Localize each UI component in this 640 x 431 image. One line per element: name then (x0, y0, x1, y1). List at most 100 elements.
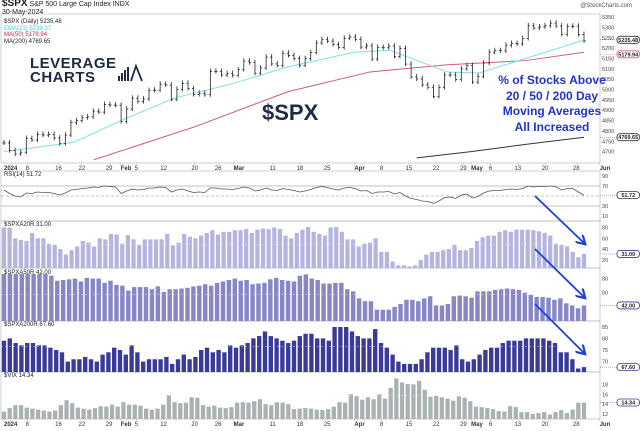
indicator-bar (173, 289, 178, 321)
x-tick-label: 2024 (4, 166, 18, 172)
indicator-bar (576, 257, 581, 268)
y-tick-label: 85 (602, 325, 608, 331)
indicator-bar (291, 340, 297, 372)
indicator-bar (494, 347, 500, 372)
leverage-charts-logo: LEVERAGE CHARTS (30, 56, 117, 85)
indicator-bar (297, 336, 302, 372)
indicator-bar (30, 232, 35, 268)
x-tick-label: 5 (135, 422, 139, 428)
indicator-bar (542, 232, 547, 268)
indicator-bar (25, 274, 30, 321)
indicator-bar (510, 289, 516, 321)
indicator-bar (41, 238, 46, 268)
symbol: $SPX (2, 0, 28, 9)
y-tick-label: 40 (602, 247, 608, 253)
indicator-bar (83, 356, 88, 372)
indicator-bar (479, 407, 484, 419)
indicator-bar (518, 340, 523, 372)
indicator-bar (581, 253, 587, 268)
indicator-bar (197, 285, 202, 321)
indicator-bar (392, 306, 397, 321)
value-badge-text: 4769.65 (618, 135, 638, 141)
y-tick-label: 4850 (602, 119, 614, 125)
indicator-bar (266, 229, 271, 268)
annotation-arrow (534, 195, 584, 243)
y-tick-label: 5000 (602, 88, 614, 94)
indicator-bar (309, 333, 314, 372)
indicator-bar (87, 409, 92, 419)
indicator-bar (108, 233, 114, 268)
y-tick-label: 60 (602, 291, 608, 297)
indicator-bar (343, 402, 348, 419)
indicator-bar (334, 227, 339, 268)
indicator-bar (75, 246, 80, 268)
indicator-bar (297, 408, 302, 419)
x-tick-label: 28 (573, 422, 580, 428)
indicator-bar (474, 240, 480, 268)
indicator-bar (489, 347, 494, 372)
indicator-bar (405, 383, 410, 419)
indicator-bar (493, 289, 498, 321)
indicator-bar (297, 275, 303, 321)
indicator-bar (220, 281, 226, 321)
indicator-bar (65, 361, 70, 372)
indicator-bar (52, 244, 57, 268)
indicator-bar (434, 395, 439, 419)
indicator-bar (490, 409, 496, 419)
indicator-bar (7, 274, 13, 321)
indicator-bar (216, 349, 221, 372)
panel-frame (0, 13, 601, 164)
indicator-bar (547, 340, 552, 372)
x-tick-label: 20 (191, 166, 198, 172)
indicator-bar (77, 359, 82, 372)
indicator-bar (356, 298, 362, 321)
indicator-bar (535, 338, 540, 372)
indicator-bar (257, 399, 263, 419)
indicator-bar (226, 280, 232, 321)
indicator-bar (289, 238, 294, 268)
indicator-bar (58, 405, 63, 419)
indicator-bar (277, 229, 283, 268)
indicator-bar (199, 349, 204, 372)
indicator-bar (542, 412, 547, 419)
indicator-bar (500, 343, 505, 372)
indicator-bar (24, 407, 29, 419)
indicator-bar (232, 230, 237, 268)
indicator-bar (576, 368, 581, 372)
indicator-bar (179, 288, 184, 321)
indicator-bar (374, 309, 380, 321)
indicator-bar (469, 248, 474, 268)
legend-ma200: MA(200) 4769.65 (4, 38, 51, 45)
indicator-bar (240, 402, 245, 419)
x-tick-label: 12 (160, 166, 167, 172)
indicator-bar (232, 278, 238, 321)
indicator-bar (433, 305, 439, 321)
indicator-bar (552, 343, 558, 372)
y-tick-label: 80 (602, 225, 608, 231)
indicator-bar (181, 354, 186, 372)
indicator-bar (322, 235, 328, 268)
indicator-bar (530, 414, 535, 419)
indicator-bar (300, 229, 305, 268)
indicator-bar (31, 274, 36, 321)
indicator-bar (210, 352, 215, 372)
indicator-bar (529, 338, 534, 372)
indicator-bar (411, 384, 416, 419)
x-tick-label: 22 (433, 166, 440, 172)
indicator-bar (170, 363, 175, 372)
legend-a20: $SPXA20R 31.00 (4, 222, 52, 228)
x-tick-label: 2024 (4, 422, 18, 428)
y-tick-label: 90 (602, 174, 608, 180)
indicator-bar (129, 345, 134, 372)
indicator-bar (291, 281, 297, 321)
indicator-bar (308, 408, 314, 419)
y-tick-label: 5350 (602, 15, 614, 21)
indicator-bar (195, 397, 200, 419)
indicator-bar (564, 352, 569, 372)
indicator-bar (534, 296, 539, 321)
indicator-bar (274, 338, 279, 372)
indicator-bar (559, 410, 564, 419)
indicator-bar (396, 265, 401, 268)
indicator-bar (303, 333, 308, 372)
y-tick-label: 5050 (602, 77, 614, 83)
